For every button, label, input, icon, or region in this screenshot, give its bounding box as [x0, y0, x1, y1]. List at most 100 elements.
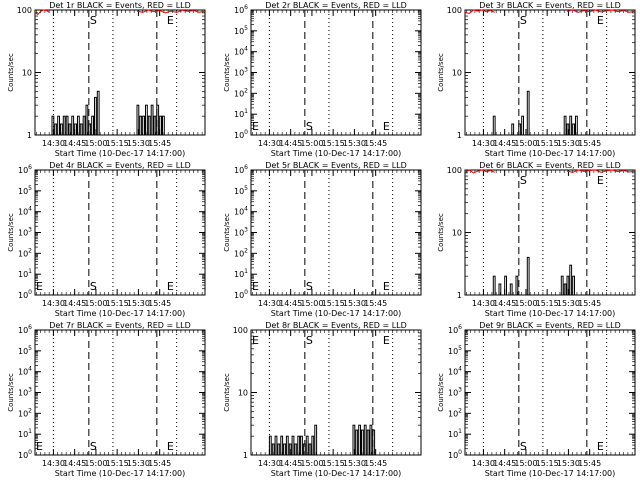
y-tick-label: 100 [447, 166, 462, 175]
event-bar [356, 430, 358, 455]
y-tick-label: 101 [234, 268, 248, 279]
event-bar [527, 91, 529, 135]
event-bar [510, 284, 512, 295]
event-bar [284, 444, 286, 455]
x-tick-label: 14:30 [258, 139, 281, 148]
x-tick-label: 14:45 [63, 299, 86, 308]
event-bar [512, 124, 514, 135]
x-tick-label: 15:15 [536, 139, 559, 148]
y-tick-label: 104 [18, 206, 32, 217]
x-tick-label: 15:00 [514, 299, 537, 308]
event-bar [564, 284, 566, 295]
event-bar [86, 105, 88, 135]
panel-det-6: Det 6r BLACK = Events, RED = LLD11010014… [437, 161, 635, 318]
y-tick-label: 104 [234, 46, 248, 57]
y-axis-label: Counts/sec [223, 373, 231, 412]
event-bar [567, 124, 569, 135]
event-marker-e: E [167, 440, 174, 453]
y-tick-label: 10 [22, 69, 32, 78]
x-tick-label: 15:00 [84, 299, 107, 308]
y-tick-label: 100 [447, 6, 462, 15]
panel-det-8: Det 8r BLACK = Events, RED = LLD11010014… [223, 321, 421, 478]
event-bar [567, 276, 569, 295]
y-axis-label: Counts/sec [7, 53, 15, 92]
event-marker-e: E [383, 334, 390, 347]
event-bar [72, 116, 74, 135]
plot-frame [35, 330, 205, 455]
event-bar [269, 436, 271, 455]
x-tick-label: 15:00 [300, 139, 323, 148]
event-bar [499, 284, 501, 295]
x-tick-label: 15:00 [84, 139, 107, 148]
x-axis-label: Start Time (10-Dec-17 14:17:00) [271, 149, 402, 158]
x-tick-label: 14:45 [279, 299, 302, 308]
event-bar [140, 116, 142, 135]
plot-frame [251, 170, 421, 295]
x-tick-label: 15:30 [343, 139, 366, 148]
y-tick-label: 103 [18, 227, 32, 238]
panel-det-4: Det 4r BLACK = Events, RED = LLD10010110… [7, 161, 205, 318]
x-tick-label: 15:30 [127, 459, 150, 468]
y-tick-label: 106 [234, 164, 248, 175]
y-tick-label: 10 [452, 229, 462, 238]
event-bar [570, 116, 572, 135]
y-tick-label: 103 [234, 227, 248, 238]
event-bar [370, 425, 372, 455]
event-bar [95, 97, 97, 135]
y-tick-label: 100 [233, 326, 248, 335]
event-marker-s: S [520, 14, 527, 27]
y-tick-label: 103 [448, 387, 462, 398]
event-bar [306, 436, 308, 455]
lld-series-line [465, 170, 495, 173]
y-axis-label: Counts/sec [7, 213, 15, 252]
x-axis-label: Start Time (10-Dec-17 14:17:00) [55, 149, 186, 158]
x-tick-label: 14:30 [42, 299, 65, 308]
event-bar [364, 425, 366, 455]
x-tick-label: 15:30 [557, 459, 580, 468]
lld-series-line [465, 10, 495, 14]
y-axis-label: Counts/sec [223, 53, 231, 92]
panel-det-9: Det 9r BLACK = Events, RED = LLD 100 101 10… [437, 321, 635, 478]
event-bar [80, 124, 82, 135]
event-bar [154, 116, 156, 135]
x-tick-label: 15:45 [364, 139, 387, 148]
panel-det-7: Det 7r BLACK = Events, RED = LLD 100 101 10… [7, 321, 205, 478]
panel-title: Det 7r BLACK = Events, RED = LLD [49, 321, 191, 330]
y-tick-label: 106 [234, 4, 248, 15]
event-bar [295, 444, 297, 455]
x-tick-label: 15:45 [148, 299, 171, 308]
y-tick-label: 106 [18, 324, 32, 335]
y-tick-label: 106 [18, 164, 32, 175]
x-tick-label: 15:15 [322, 299, 345, 308]
y-tick-label: 100 [448, 449, 462, 460]
x-tick-label: 14:30 [258, 299, 281, 308]
event-bar [75, 124, 77, 135]
y-tick-label: 100 [18, 449, 32, 460]
event-bar [157, 105, 159, 135]
x-tick-label: 14:45 [493, 299, 516, 308]
y-tick-label: 1 [457, 131, 462, 140]
event-marker-s: S [306, 334, 313, 347]
x-tick-label: 14:45 [279, 139, 302, 148]
x-tick-label: 15:00 [300, 459, 323, 468]
y-tick-label: 10 [452, 69, 462, 78]
event-bar [493, 276, 495, 295]
event-bar [78, 116, 80, 135]
event-bar [298, 436, 300, 455]
x-tick-label: 14:45 [279, 459, 302, 468]
y-tick-label: 105 [18, 345, 32, 356]
x-axis-label: Start Time (10-Dec-17 14:17:00) [55, 309, 186, 318]
event-marker-s: S [90, 440, 97, 453]
x-tick-label: 15:15 [106, 459, 129, 468]
x-axis-label: Start Time (10-Dec-17 14:17:00) [485, 309, 616, 318]
event-bar [564, 116, 566, 135]
event-bar [522, 116, 524, 135]
y-tick-label: 102 [448, 407, 462, 418]
event-marker-s: S [306, 280, 313, 293]
y-tick-label: 103 [234, 67, 248, 78]
event-marker-s: S [520, 440, 527, 453]
event-marker-e: E [383, 120, 390, 133]
event-marker-e: E [597, 14, 604, 27]
y-tick-label: 106 [448, 324, 462, 335]
x-axis-label: Start Time (10-Dec-17 14:17:00) [271, 469, 402, 478]
